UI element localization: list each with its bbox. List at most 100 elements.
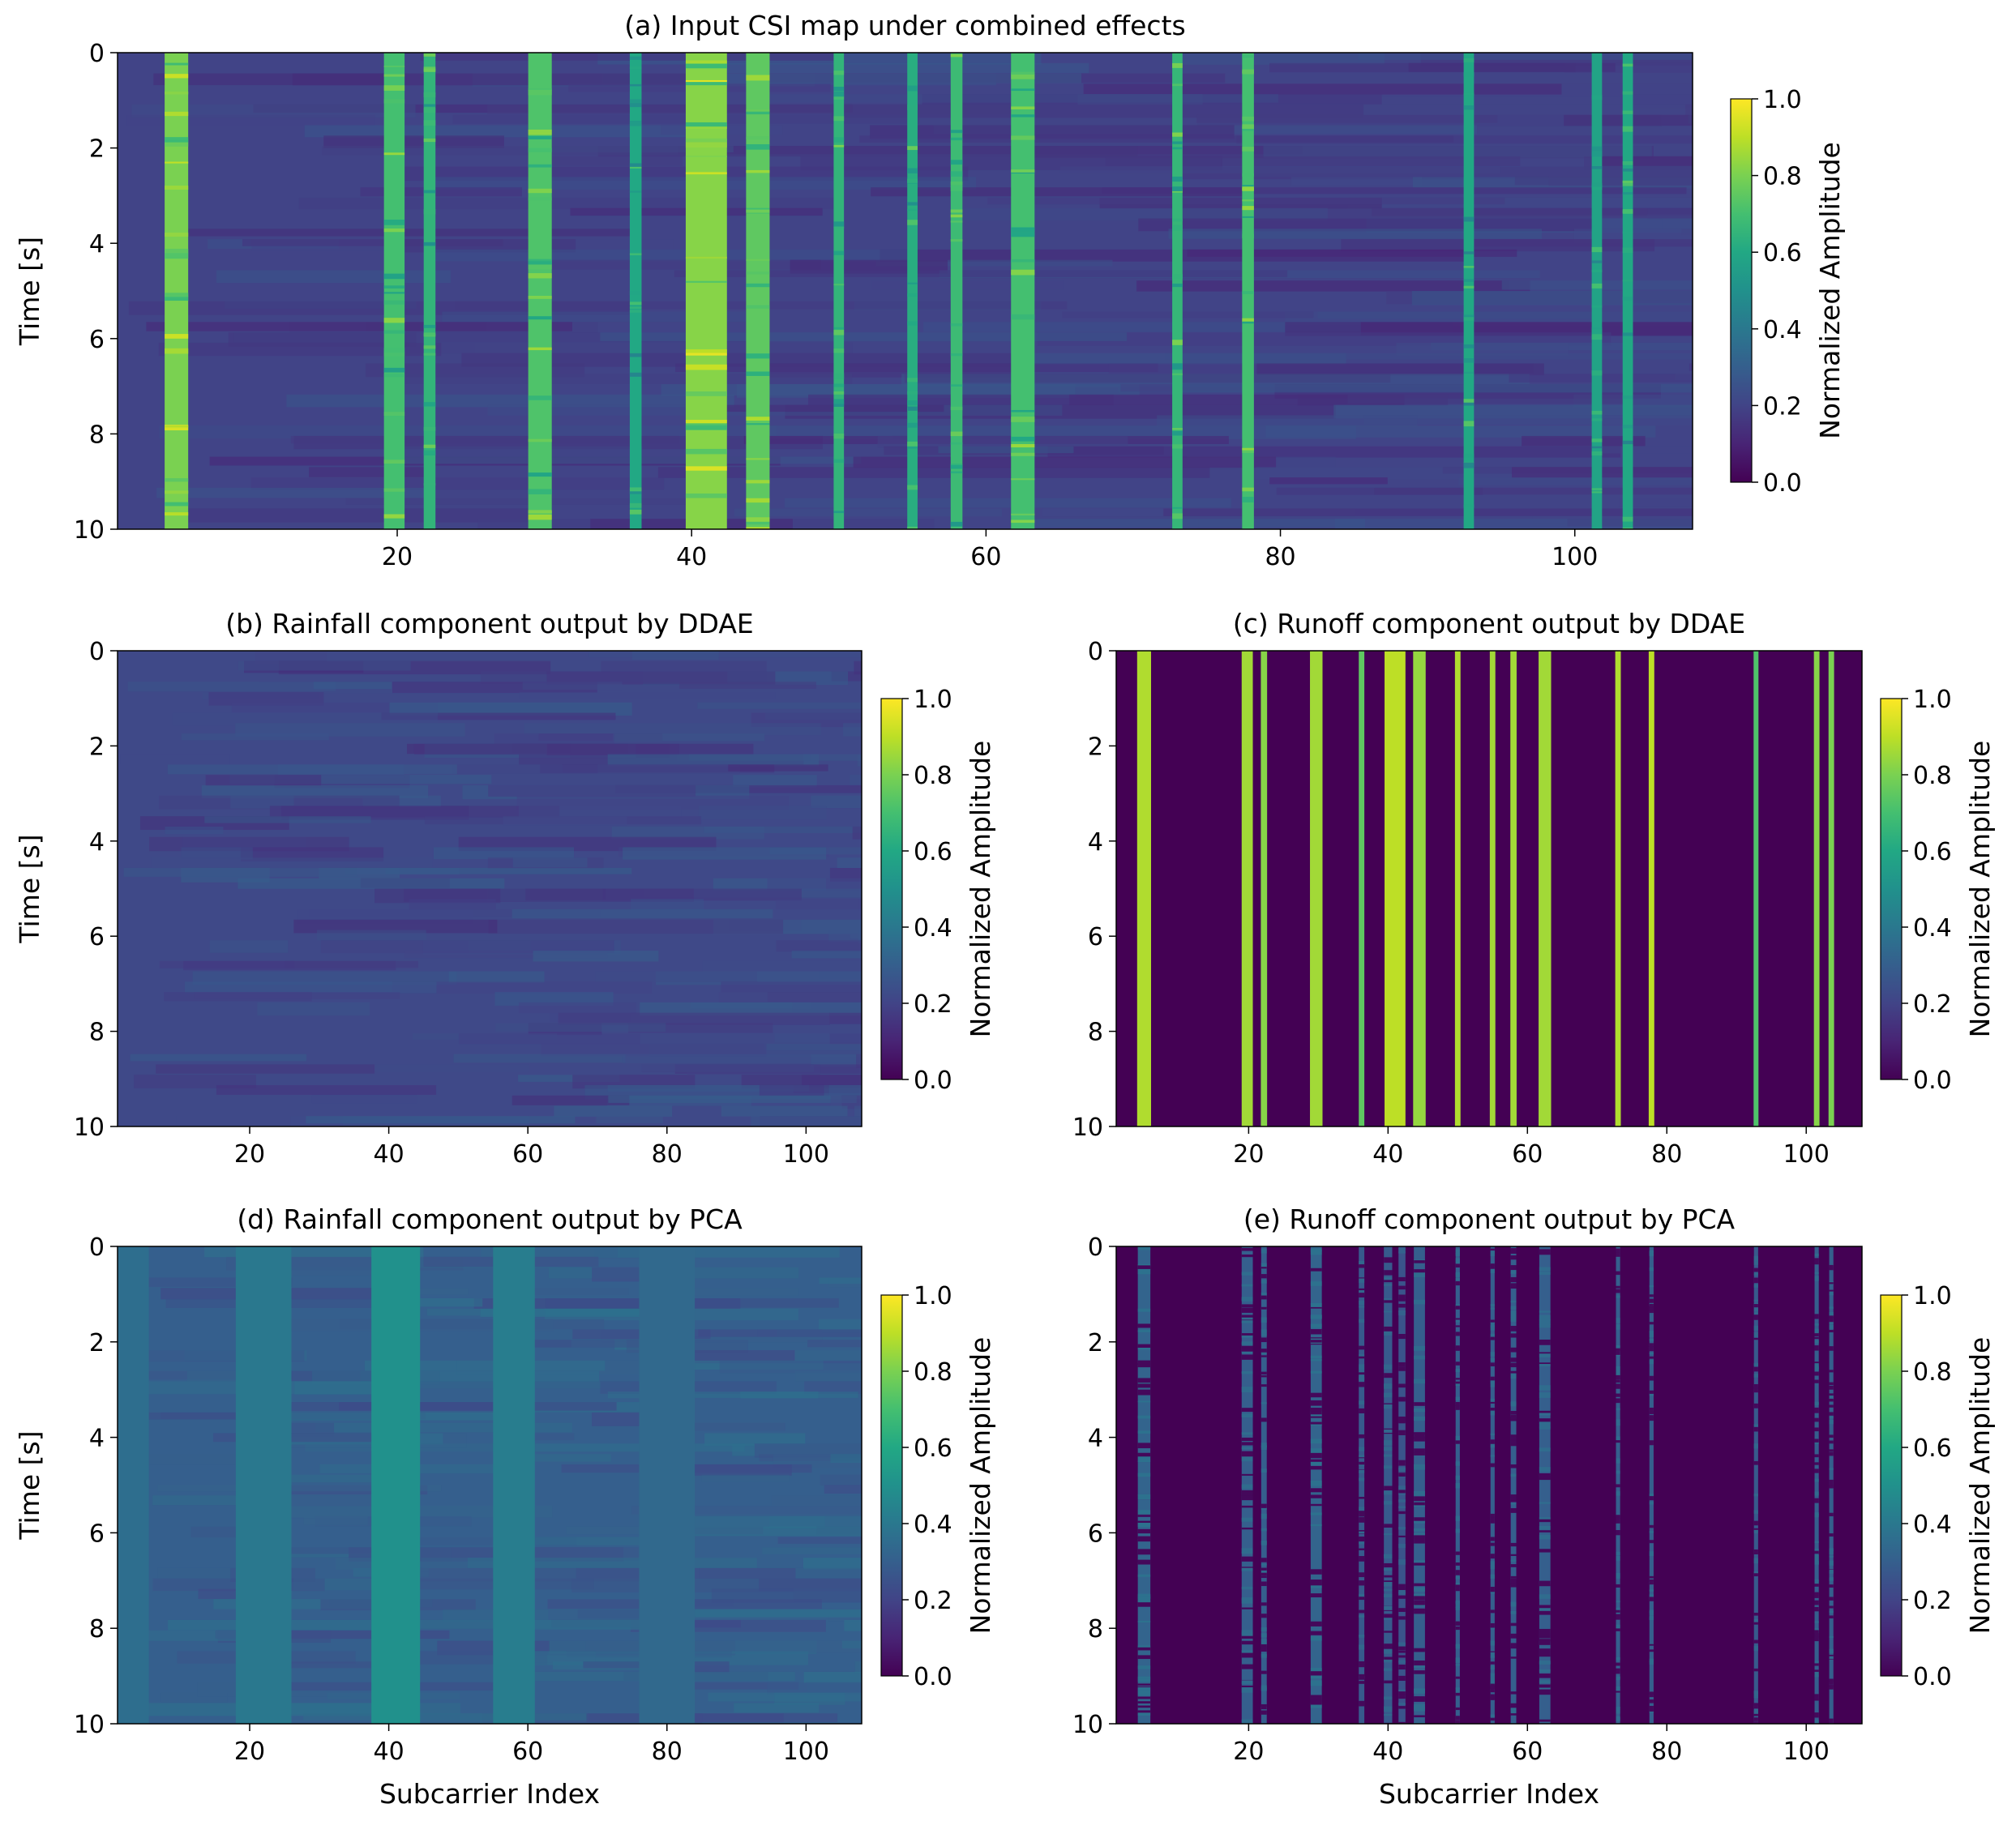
band-flicker (1622, 180, 1633, 183)
band-flicker (629, 166, 642, 169)
band-flicker (1398, 1559, 1406, 1565)
band-flicker (1261, 1263, 1267, 1268)
band-flicker (1011, 443, 1035, 448)
heatmap-texture-cell (767, 878, 862, 891)
heatmap-texture-cell (829, 1033, 862, 1045)
band-flicker (1261, 1639, 1267, 1645)
heatmap-texture-cell (1029, 519, 1365, 528)
band-flicker (383, 367, 405, 373)
band-flicker (1455, 1332, 1460, 1336)
heatmap-texture-cell (503, 816, 627, 826)
band-flicker (1829, 1316, 1834, 1323)
band-flicker (1539, 1467, 1551, 1472)
band-flicker (1242, 318, 1254, 323)
band-flicker (1359, 1540, 1365, 1545)
colorbar-tick-label: 0.6 (1913, 838, 1952, 866)
heatmap-texture-cell (215, 1630, 450, 1639)
band-flicker (1261, 1468, 1267, 1473)
band-flicker (1463, 58, 1475, 62)
band-flicker (165, 92, 189, 95)
band-flicker (629, 56, 642, 60)
band-flicker (1649, 1285, 1654, 1288)
band-flicker (1137, 1597, 1151, 1602)
band-flicker (1137, 1452, 1151, 1456)
x-tick-label: 60 (1512, 1738, 1543, 1766)
band-flicker (1490, 1586, 1495, 1592)
band-flicker (1510, 1610, 1517, 1614)
band-flicker (1510, 1503, 1517, 1505)
band-flicker (1398, 1511, 1406, 1515)
band-flicker (1310, 1267, 1322, 1272)
colorbar (880, 698, 903, 1080)
heatmap-texture-cell (209, 940, 289, 953)
band-flicker (1539, 1267, 1551, 1272)
band-flicker (629, 99, 642, 105)
band-flicker (1814, 1699, 1819, 1701)
band-flicker (1616, 1408, 1620, 1411)
band-flicker (1242, 487, 1254, 492)
heatmap-texture-cell (736, 384, 1076, 398)
colorbar-tick-label: 0.6 (1763, 239, 1802, 267)
colorbar-label: Normalized Amplitude (1964, 741, 1996, 1038)
band-flicker (1829, 1330, 1834, 1333)
band-flicker (1414, 1528, 1425, 1532)
heatmap-texture-cell (1177, 53, 1385, 65)
band-flicker (1829, 1370, 1834, 1373)
chart-title: (b) Rainfall component output by DDAE (225, 608, 754, 639)
subcarrier-band (950, 53, 963, 529)
band-flicker (1310, 1623, 1322, 1626)
heatmap-area-d (118, 1246, 862, 1724)
band-flicker (1414, 1416, 1425, 1421)
band-flicker (1398, 1703, 1406, 1705)
heatmap-area-a (118, 53, 1693, 529)
band-flicker (1490, 1381, 1495, 1387)
band-flicker (1398, 1655, 1406, 1658)
subcarrier-band (165, 53, 189, 529)
band-flicker (165, 334, 189, 339)
band-flicker (1241, 1490, 1253, 1496)
band-flicker (383, 228, 405, 233)
heatmap-texture-cell (506, 1340, 690, 1348)
band-flicker (1241, 1505, 1253, 1508)
band-flicker (685, 256, 727, 259)
subcarrier-band (833, 53, 845, 529)
band-flicker (1261, 1563, 1267, 1566)
band-flicker (1616, 1345, 1620, 1351)
band-flicker (1463, 504, 1475, 508)
band-flicker (1310, 1250, 1322, 1255)
heatmap-texture-cell (1358, 53, 1693, 60)
band-flicker (1384, 1562, 1393, 1568)
band-flicker (1539, 1639, 1551, 1645)
band-flicker (1384, 1270, 1393, 1276)
band-flicker (1649, 1643, 1654, 1645)
band-flicker (1137, 1520, 1151, 1523)
band-flicker (1137, 1705, 1151, 1708)
band-flicker (1384, 1373, 1393, 1379)
subcarrier-band (528, 53, 552, 529)
subcarrier-band (423, 53, 436, 529)
band-flicker (1829, 1449, 1834, 1451)
band-flicker (1814, 1491, 1819, 1496)
band-flicker (1649, 1294, 1654, 1297)
band-flicker (1814, 1462, 1819, 1465)
heatmap-texture-cell (608, 1095, 857, 1103)
heatmap-texture-cell (151, 857, 433, 869)
band-flicker (1753, 1316, 1758, 1320)
y-tick-label: 4 (1088, 1425, 1103, 1453)
band-flicker (1310, 1421, 1322, 1425)
band-flicker (1261, 1572, 1267, 1576)
y-tick-label: 6 (89, 923, 105, 951)
band-flicker (1490, 1537, 1495, 1541)
y-tick-label: 4 (89, 1425, 105, 1453)
heatmap-texture-cell (1618, 498, 1693, 507)
band-flicker (1241, 1635, 1253, 1639)
band-flicker (1649, 1597, 1654, 1601)
subcarrier-band (1242, 53, 1254, 529)
band-flicker (1398, 1470, 1406, 1473)
band-flicker (1137, 1676, 1151, 1679)
band-flicker (1539, 1674, 1551, 1678)
band-flicker (1539, 1352, 1551, 1354)
heatmap-texture-cell (127, 682, 336, 692)
band-flicker (1490, 1263, 1495, 1266)
heatmap-texture-cell (1335, 519, 1693, 529)
